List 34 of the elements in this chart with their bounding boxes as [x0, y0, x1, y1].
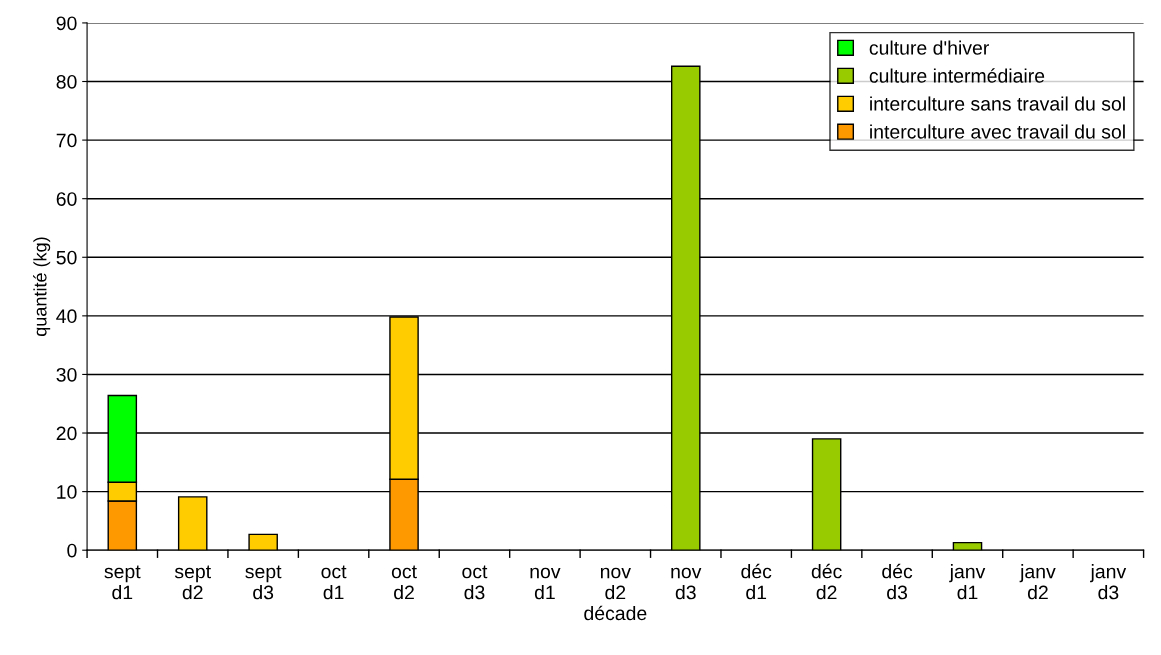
bar: [952, 541, 983, 551]
x-tick-label: nov d1: [530, 567, 561, 600]
bar: [248, 533, 278, 551]
y-tick-label: 50: [56, 250, 77, 265]
y-tick-label: 10: [57, 485, 77, 499]
x-tick-label: sept d2: [174, 565, 211, 600]
y-tick-label: 80: [56, 74, 77, 89]
x-tick-label: janv d3: [1090, 564, 1127, 600]
bar: [177, 496, 208, 551]
x-tick-label: déc d1: [741, 563, 772, 600]
y-axis-title: quantité (kg): [33, 237, 51, 336]
x-tick-label: oct d1: [321, 565, 347, 600]
x-tick-label: sept d3: [245, 565, 282, 600]
y-tick-label: 90: [56, 16, 77, 31]
legend-label: culture d'hiver: [869, 40, 989, 55]
x-tick-label: oct d2: [391, 565, 417, 600]
y-tick-label: 70: [56, 133, 77, 148]
y-tick-label: 0: [67, 543, 77, 558]
x-tick-label: déc d2: [811, 563, 842, 600]
x-tick-label: nov d2: [600, 567, 631, 600]
x-tick-label: oct d3: [462, 565, 488, 600]
y-tick-label: 30: [56, 367, 77, 382]
x-tick-label: sept d1: [104, 565, 141, 600]
y-tick-label: 60: [56, 192, 77, 206]
y-tick-label: 20: [56, 426, 77, 441]
x-tick-label: déc d3: [882, 563, 913, 600]
x-tick-label: janv d2: [1019, 564, 1056, 600]
x-tick-label: nov d3: [671, 567, 702, 600]
legend-label: interculture avec travail du sol: [870, 124, 1125, 139]
y-tick-label: 40: [56, 309, 77, 324]
x-tick-label: janv d1: [949, 564, 986, 600]
legend-label: interculture sans travail du sol: [870, 96, 1125, 111]
x-axis-title: décade: [584, 605, 647, 621]
legend-label: culture intermédiaire: [869, 68, 1045, 83]
